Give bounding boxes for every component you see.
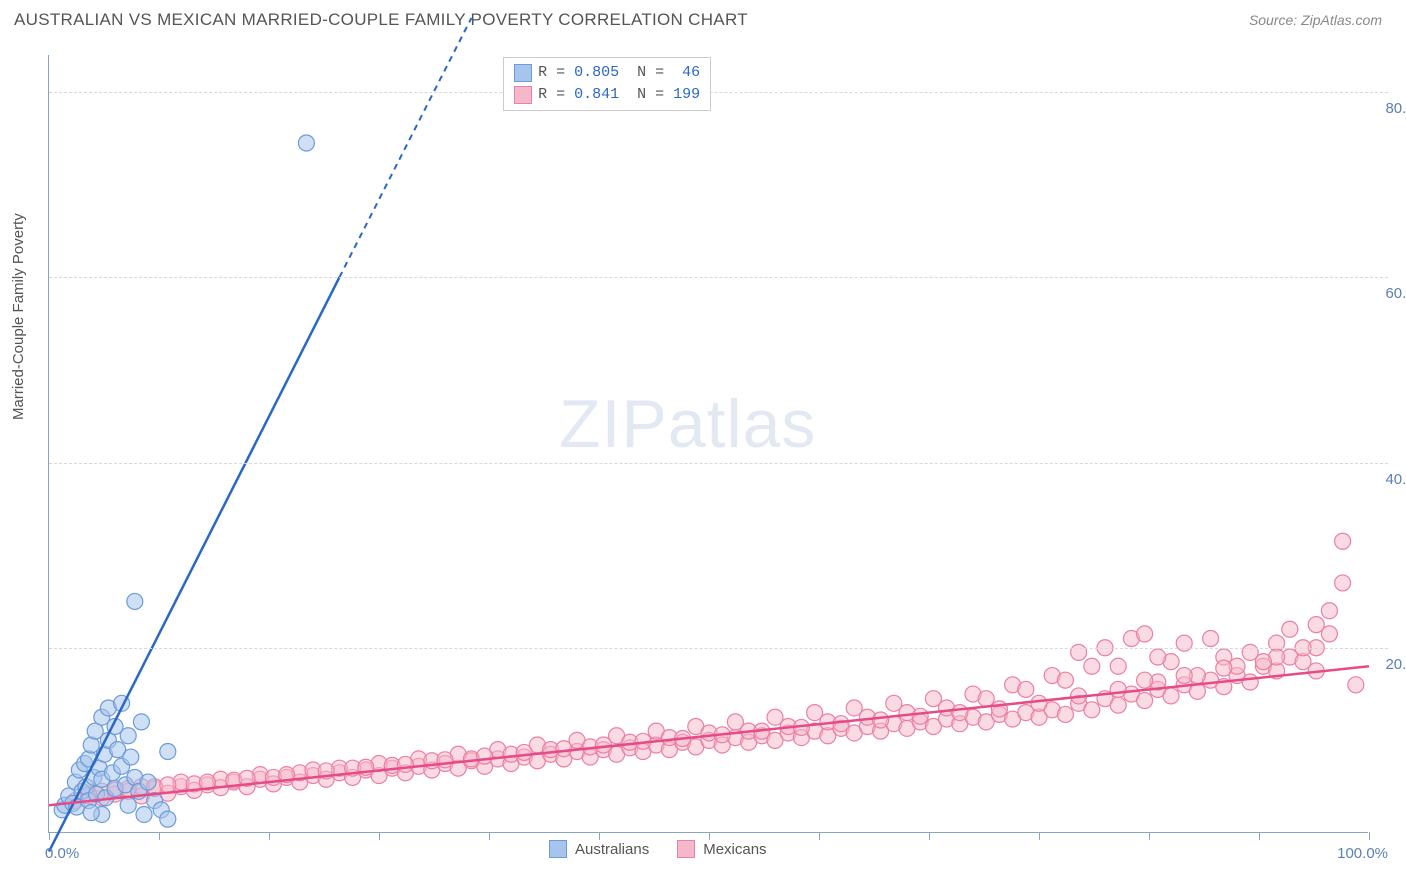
data-point bbox=[1137, 672, 1153, 688]
data-point bbox=[912, 708, 928, 724]
legend-row: R = 0.841 N = 199 bbox=[514, 84, 700, 106]
data-point bbox=[1018, 681, 1034, 697]
data-point bbox=[1057, 706, 1073, 722]
y-tick-label: 60.0% bbox=[1385, 285, 1406, 302]
x-tick bbox=[1149, 832, 1150, 840]
x-tick bbox=[269, 832, 270, 840]
data-point bbox=[1176, 668, 1192, 684]
chart-plot-area: ZIPatlas 20.0%40.0%60.0%80.0%0.0%100.0%R… bbox=[48, 55, 1368, 833]
x-tick bbox=[929, 832, 930, 840]
y-tick-label: 80.0% bbox=[1385, 100, 1406, 117]
correlation-legend: R = 0.805 N = 46R = 0.841 N = 199 bbox=[503, 57, 711, 111]
x-tick bbox=[1039, 832, 1040, 840]
data-point bbox=[1137, 626, 1153, 642]
data-point bbox=[1282, 621, 1298, 637]
data-point bbox=[1150, 649, 1166, 665]
data-point bbox=[991, 701, 1007, 717]
data-point bbox=[298, 135, 314, 151]
legend-label: Mexicans bbox=[703, 841, 766, 858]
x-tick bbox=[709, 832, 710, 840]
data-point bbox=[437, 752, 453, 768]
data-point bbox=[120, 728, 136, 744]
data-point bbox=[1084, 702, 1100, 718]
y-axis-label: Married-Couple Family Poverty bbox=[10, 213, 27, 420]
trend-line-extrapolated bbox=[339, 18, 471, 277]
data-point bbox=[873, 712, 889, 728]
data-point bbox=[1335, 575, 1351, 591]
data-point bbox=[1084, 658, 1100, 674]
data-point bbox=[127, 593, 143, 609]
data-point bbox=[978, 691, 994, 707]
x-tick bbox=[819, 832, 820, 840]
data-point bbox=[160, 811, 176, 827]
data-point bbox=[1321, 603, 1337, 619]
data-point bbox=[477, 748, 493, 764]
data-point bbox=[833, 716, 849, 732]
x-tick bbox=[159, 832, 160, 840]
data-point bbox=[1110, 697, 1126, 713]
data-point bbox=[1110, 681, 1126, 697]
data-point bbox=[160, 743, 176, 759]
legend-swatch bbox=[514, 86, 532, 104]
data-point bbox=[1242, 674, 1258, 690]
x-tick bbox=[379, 832, 380, 840]
legend-label: Australians bbox=[575, 841, 649, 858]
data-point bbox=[595, 737, 611, 753]
scatter-plot-svg bbox=[49, 55, 1368, 832]
legend-row: R = 0.805 N = 46 bbox=[514, 62, 700, 84]
gridline bbox=[49, 648, 1388, 649]
data-point bbox=[1348, 677, 1364, 693]
series-legend: Australians Mexicans bbox=[549, 840, 767, 858]
x-tick bbox=[1369, 832, 1370, 840]
gridline bbox=[49, 463, 1388, 464]
chart-title: AUSTRALIAN VS MEXICAN MARRIED-COUPLE FAM… bbox=[14, 10, 748, 30]
legend-swatch bbox=[549, 840, 567, 858]
legend-swatch bbox=[677, 840, 695, 858]
x-tick bbox=[1259, 832, 1260, 840]
source-label: Source: ZipAtlas.com bbox=[1249, 12, 1382, 28]
x-tick bbox=[489, 832, 490, 840]
x-tick-label: 0.0% bbox=[45, 845, 79, 862]
data-point bbox=[1110, 658, 1126, 674]
data-point bbox=[136, 806, 152, 822]
data-point bbox=[133, 714, 149, 730]
data-point bbox=[1255, 654, 1271, 670]
x-tick-label: 100.0% bbox=[1337, 845, 1388, 862]
data-point bbox=[120, 797, 136, 813]
data-point bbox=[1163, 688, 1179, 704]
y-tick-label: 40.0% bbox=[1385, 471, 1406, 488]
data-point bbox=[160, 777, 176, 793]
data-point bbox=[1203, 631, 1219, 647]
trend-line bbox=[49, 666, 1369, 805]
data-point bbox=[140, 774, 156, 790]
x-tick bbox=[599, 832, 600, 840]
data-point bbox=[1031, 695, 1047, 711]
legend-item: Mexicans bbox=[677, 840, 766, 858]
legend-text: R = 0.841 N = 199 bbox=[538, 84, 700, 106]
data-point bbox=[1308, 617, 1324, 633]
gridline bbox=[49, 92, 1388, 93]
data-point bbox=[1216, 660, 1232, 676]
data-point bbox=[952, 705, 968, 721]
data-point bbox=[123, 749, 139, 765]
legend-text: R = 0.805 N = 46 bbox=[538, 62, 700, 84]
x-tick bbox=[49, 832, 50, 840]
data-point bbox=[397, 756, 413, 772]
data-point bbox=[1335, 533, 1351, 549]
gridline bbox=[49, 277, 1388, 278]
data-point bbox=[83, 805, 99, 821]
legend-swatch bbox=[514, 64, 532, 82]
data-point bbox=[1057, 672, 1073, 688]
y-tick-label: 20.0% bbox=[1385, 656, 1406, 673]
data-point bbox=[1137, 693, 1153, 709]
legend-item: Australians bbox=[549, 840, 649, 858]
data-point bbox=[516, 744, 532, 760]
data-point bbox=[556, 741, 572, 757]
